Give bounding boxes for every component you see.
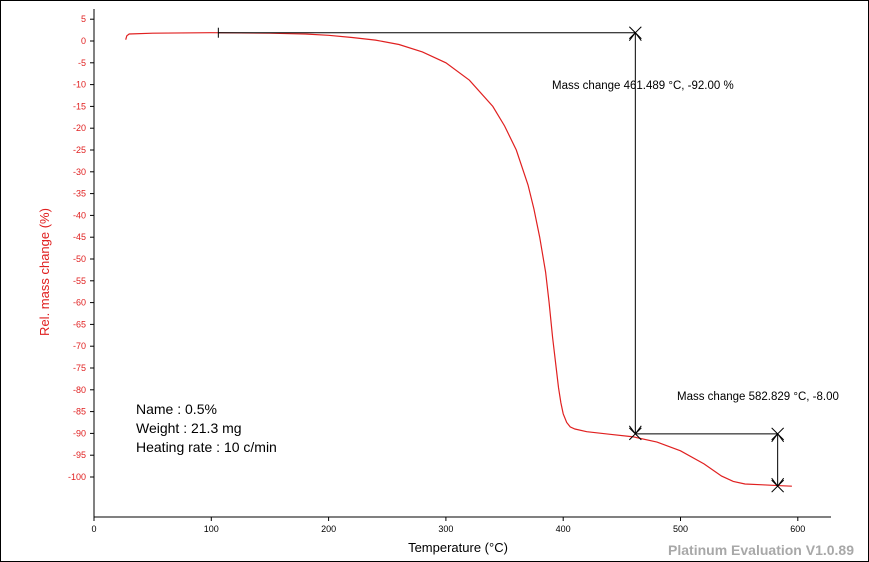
x-tick-label: 500 (673, 524, 688, 534)
y-tick-label: 0 (81, 36, 86, 46)
x-tick-label: 200 (321, 524, 336, 534)
annotation-1-label: Mass change 461.489 °C, -92.00 % (552, 80, 734, 92)
x-tick-label: 300 (438, 524, 453, 534)
annotation-2-label: Mass change 582.829 °C, -8.00 (677, 391, 839, 403)
y-tick-label: -95 (73, 450, 86, 460)
annotation-layer: Mass change 461.489 °C, -92.00 % Mass cha… (217, 26, 839, 493)
y-tick-label: -80 (73, 385, 86, 395)
x-axis-label: Temperature (°C) (408, 540, 508, 555)
y-tick-label: -60 (73, 298, 86, 308)
y-tick-label: -45 (73, 232, 86, 242)
y-tick-label: 5 (81, 14, 86, 24)
y-tick-label: -75 (73, 363, 86, 373)
y-tick-label: -15 (73, 101, 86, 111)
y-tick-label: -90 (73, 428, 86, 438)
y-tick-label: -50 (73, 254, 86, 264)
y-tick-label: -10 (73, 80, 86, 90)
sample-weight: Weight : 21.3 mg (136, 420, 242, 436)
series-line (125, 32, 792, 487)
y-tick-label: -35 (73, 189, 86, 199)
brand-label: Platinum Evaluation V1.0.89 (668, 542, 854, 558)
x-tick-label: 600 (790, 524, 805, 534)
annotation-2-marker (771, 479, 785, 493)
ticks: 5 0 -5 -10 -15 -20 -25 -30 -35 -40 -45 -50 -55 -60 -65… (68, 14, 805, 534)
y-tick-label: -70 (73, 341, 86, 351)
x-tick-label: 400 (556, 524, 571, 534)
y-tick-label: -20 (73, 123, 86, 133)
x-tick-label: 0 (91, 524, 96, 534)
y-axis-label: Rel. mass change (%) (37, 208, 52, 336)
x-tick-label: 100 (204, 524, 219, 534)
sample-name: Name : 0.5% (136, 401, 217, 417)
annotation-1-marker (628, 26, 642, 40)
y-tick-label: -25 (73, 145, 86, 155)
y-tick-label: -85 (73, 407, 86, 417)
y-tick-label: -65 (73, 319, 86, 329)
y-tick-label: -30 (73, 167, 86, 177)
series-layer (125, 32, 792, 487)
y-tick-label: -5 (78, 58, 86, 68)
y-tick-label: -100 (68, 472, 86, 482)
axes (93, 9, 831, 518)
heating-rate: Heating rate : 10 c/min (136, 439, 277, 455)
y-tick-label: -40 (73, 210, 86, 220)
annotation-2-marker (771, 427, 785, 441)
y-tick-label: -55 (73, 276, 86, 286)
